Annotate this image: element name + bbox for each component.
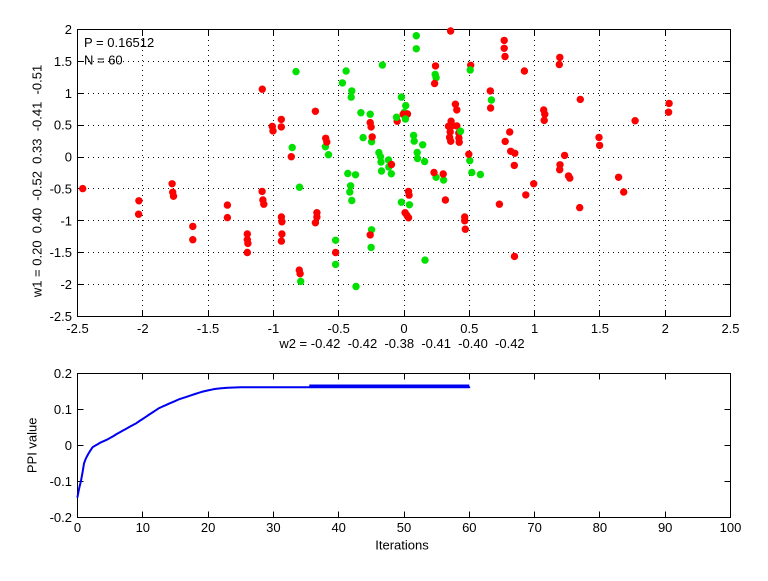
svg-text:0.5: 0.5	[54, 118, 72, 133]
svg-text:50: 50	[397, 520, 411, 535]
svg-text:-2: -2	[137, 321, 149, 336]
svg-text:N = 60: N = 60	[84, 53, 123, 68]
svg-text:1: 1	[65, 86, 72, 101]
svg-text:0: 0	[74, 520, 81, 535]
svg-text:0.5: 0.5	[460, 321, 478, 336]
svg-text:-1: -1	[60, 213, 72, 228]
svg-text:90: 90	[658, 520, 672, 535]
svg-text:-1.5: -1.5	[50, 245, 72, 260]
svg-text:20: 20	[201, 520, 215, 535]
svg-text:60: 60	[462, 520, 476, 535]
svg-text:-0.1: -0.1	[50, 474, 72, 489]
svg-text:P = 0.16512: P = 0.16512	[84, 35, 154, 50]
svg-text:100: 100	[720, 520, 742, 535]
svg-text:-2.5: -2.5	[50, 309, 72, 324]
svg-text:0: 0	[400, 321, 407, 336]
svg-text:w1 = 0.20 0.40 -0.52 0.33: w1 = 0.20 0.40 -0.52 0.33 -0.41 -0.51	[30, 65, 45, 298]
svg-text:-2: -2	[60, 277, 72, 292]
svg-text:30: 30	[266, 520, 280, 535]
svg-text:Iterations: Iterations	[375, 538, 429, 553]
svg-text:2: 2	[65, 22, 72, 37]
svg-text:0.2: 0.2	[54, 366, 72, 381]
svg-text:2: 2	[662, 321, 669, 336]
svg-text:1.5: 1.5	[54, 54, 72, 69]
svg-text:-0.5: -0.5	[50, 181, 72, 196]
svg-text:10: 10	[136, 520, 150, 535]
svg-text:80: 80	[593, 520, 607, 535]
svg-text:PPI value: PPI value	[25, 417, 40, 473]
svg-text:-0.5: -0.5	[327, 321, 349, 336]
svg-text:-1.5: -1.5	[197, 321, 219, 336]
svg-text:-0.2: -0.2	[50, 510, 72, 525]
svg-text:1.5: 1.5	[591, 321, 609, 336]
svg-text:40: 40	[331, 520, 345, 535]
svg-text:0.1: 0.1	[54, 402, 72, 417]
svg-text:-2.5: -2.5	[66, 321, 88, 336]
svg-text:-1: -1	[268, 321, 280, 336]
svg-text:1: 1	[531, 321, 538, 336]
svg-text:w2 = -0.42 -0.42 -0.38 -0.4: w2 = -0.42 -0.42 -0.38 -0.41 -0.40 -0.42	[278, 336, 524, 351]
svg-text:70: 70	[527, 520, 541, 535]
svg-text:2.5: 2.5	[721, 321, 739, 336]
svg-text:0: 0	[65, 150, 72, 165]
svg-text:0: 0	[65, 438, 72, 453]
